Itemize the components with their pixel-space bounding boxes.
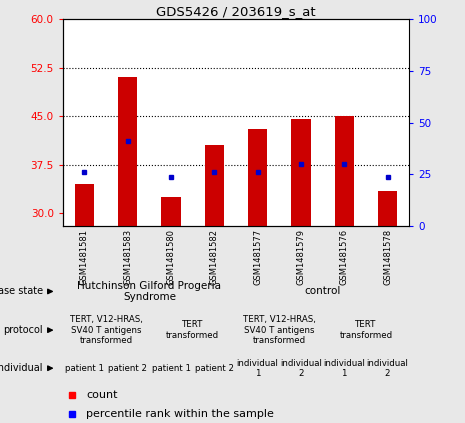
Text: Hutchinson Gilford Progeria
Syndrome: Hutchinson Gilford Progeria Syndrome [77,280,221,302]
Bar [291,119,311,226]
Text: TERT
transformed: TERT transformed [339,321,392,340]
Text: individual
1: individual 1 [323,359,365,378]
Bar [118,77,138,226]
Text: patient 2: patient 2 [108,364,147,373]
Text: GSM1481577: GSM1481577 [253,229,262,285]
Text: percentile rank within the sample: percentile rank within the sample [86,409,274,420]
Text: TERT
transformed: TERT transformed [166,321,219,340]
Text: TERT, V12-HRAS,
SV40 T antigens
transformed: TERT, V12-HRAS, SV40 T antigens transfor… [70,315,142,345]
Text: GSM1481583: GSM1481583 [123,229,132,285]
Text: protocol: protocol [3,325,43,335]
Text: control: control [305,286,341,297]
Bar [161,197,181,226]
Text: individual: individual [0,363,43,373]
Text: count: count [86,390,118,400]
Text: individual
2: individual 2 [366,359,408,378]
Text: individual
2: individual 2 [280,359,322,378]
Text: patient 1: patient 1 [65,364,104,373]
Bar [334,116,354,226]
Text: patient 1: patient 1 [152,364,191,373]
Text: individual
1: individual 1 [237,359,279,378]
Text: GSM1481579: GSM1481579 [297,229,306,285]
Bar [75,184,94,226]
Text: GSM1481580: GSM1481580 [166,229,175,285]
Bar [378,191,397,226]
Title: GDS5426 / 203619_s_at: GDS5426 / 203619_s_at [156,5,316,18]
Text: GSM1481578: GSM1481578 [383,229,392,285]
Text: TERT, V12-HRAS,
SV40 T antigens
transformed: TERT, V12-HRAS, SV40 T antigens transfor… [243,315,316,345]
Text: GSM1481576: GSM1481576 [340,229,349,285]
Bar [248,129,267,226]
Text: patient 2: patient 2 [195,364,234,373]
Text: disease state: disease state [0,286,43,297]
Text: GSM1481582: GSM1481582 [210,229,219,285]
Bar [205,146,224,226]
Text: GSM1481581: GSM1481581 [80,229,89,285]
